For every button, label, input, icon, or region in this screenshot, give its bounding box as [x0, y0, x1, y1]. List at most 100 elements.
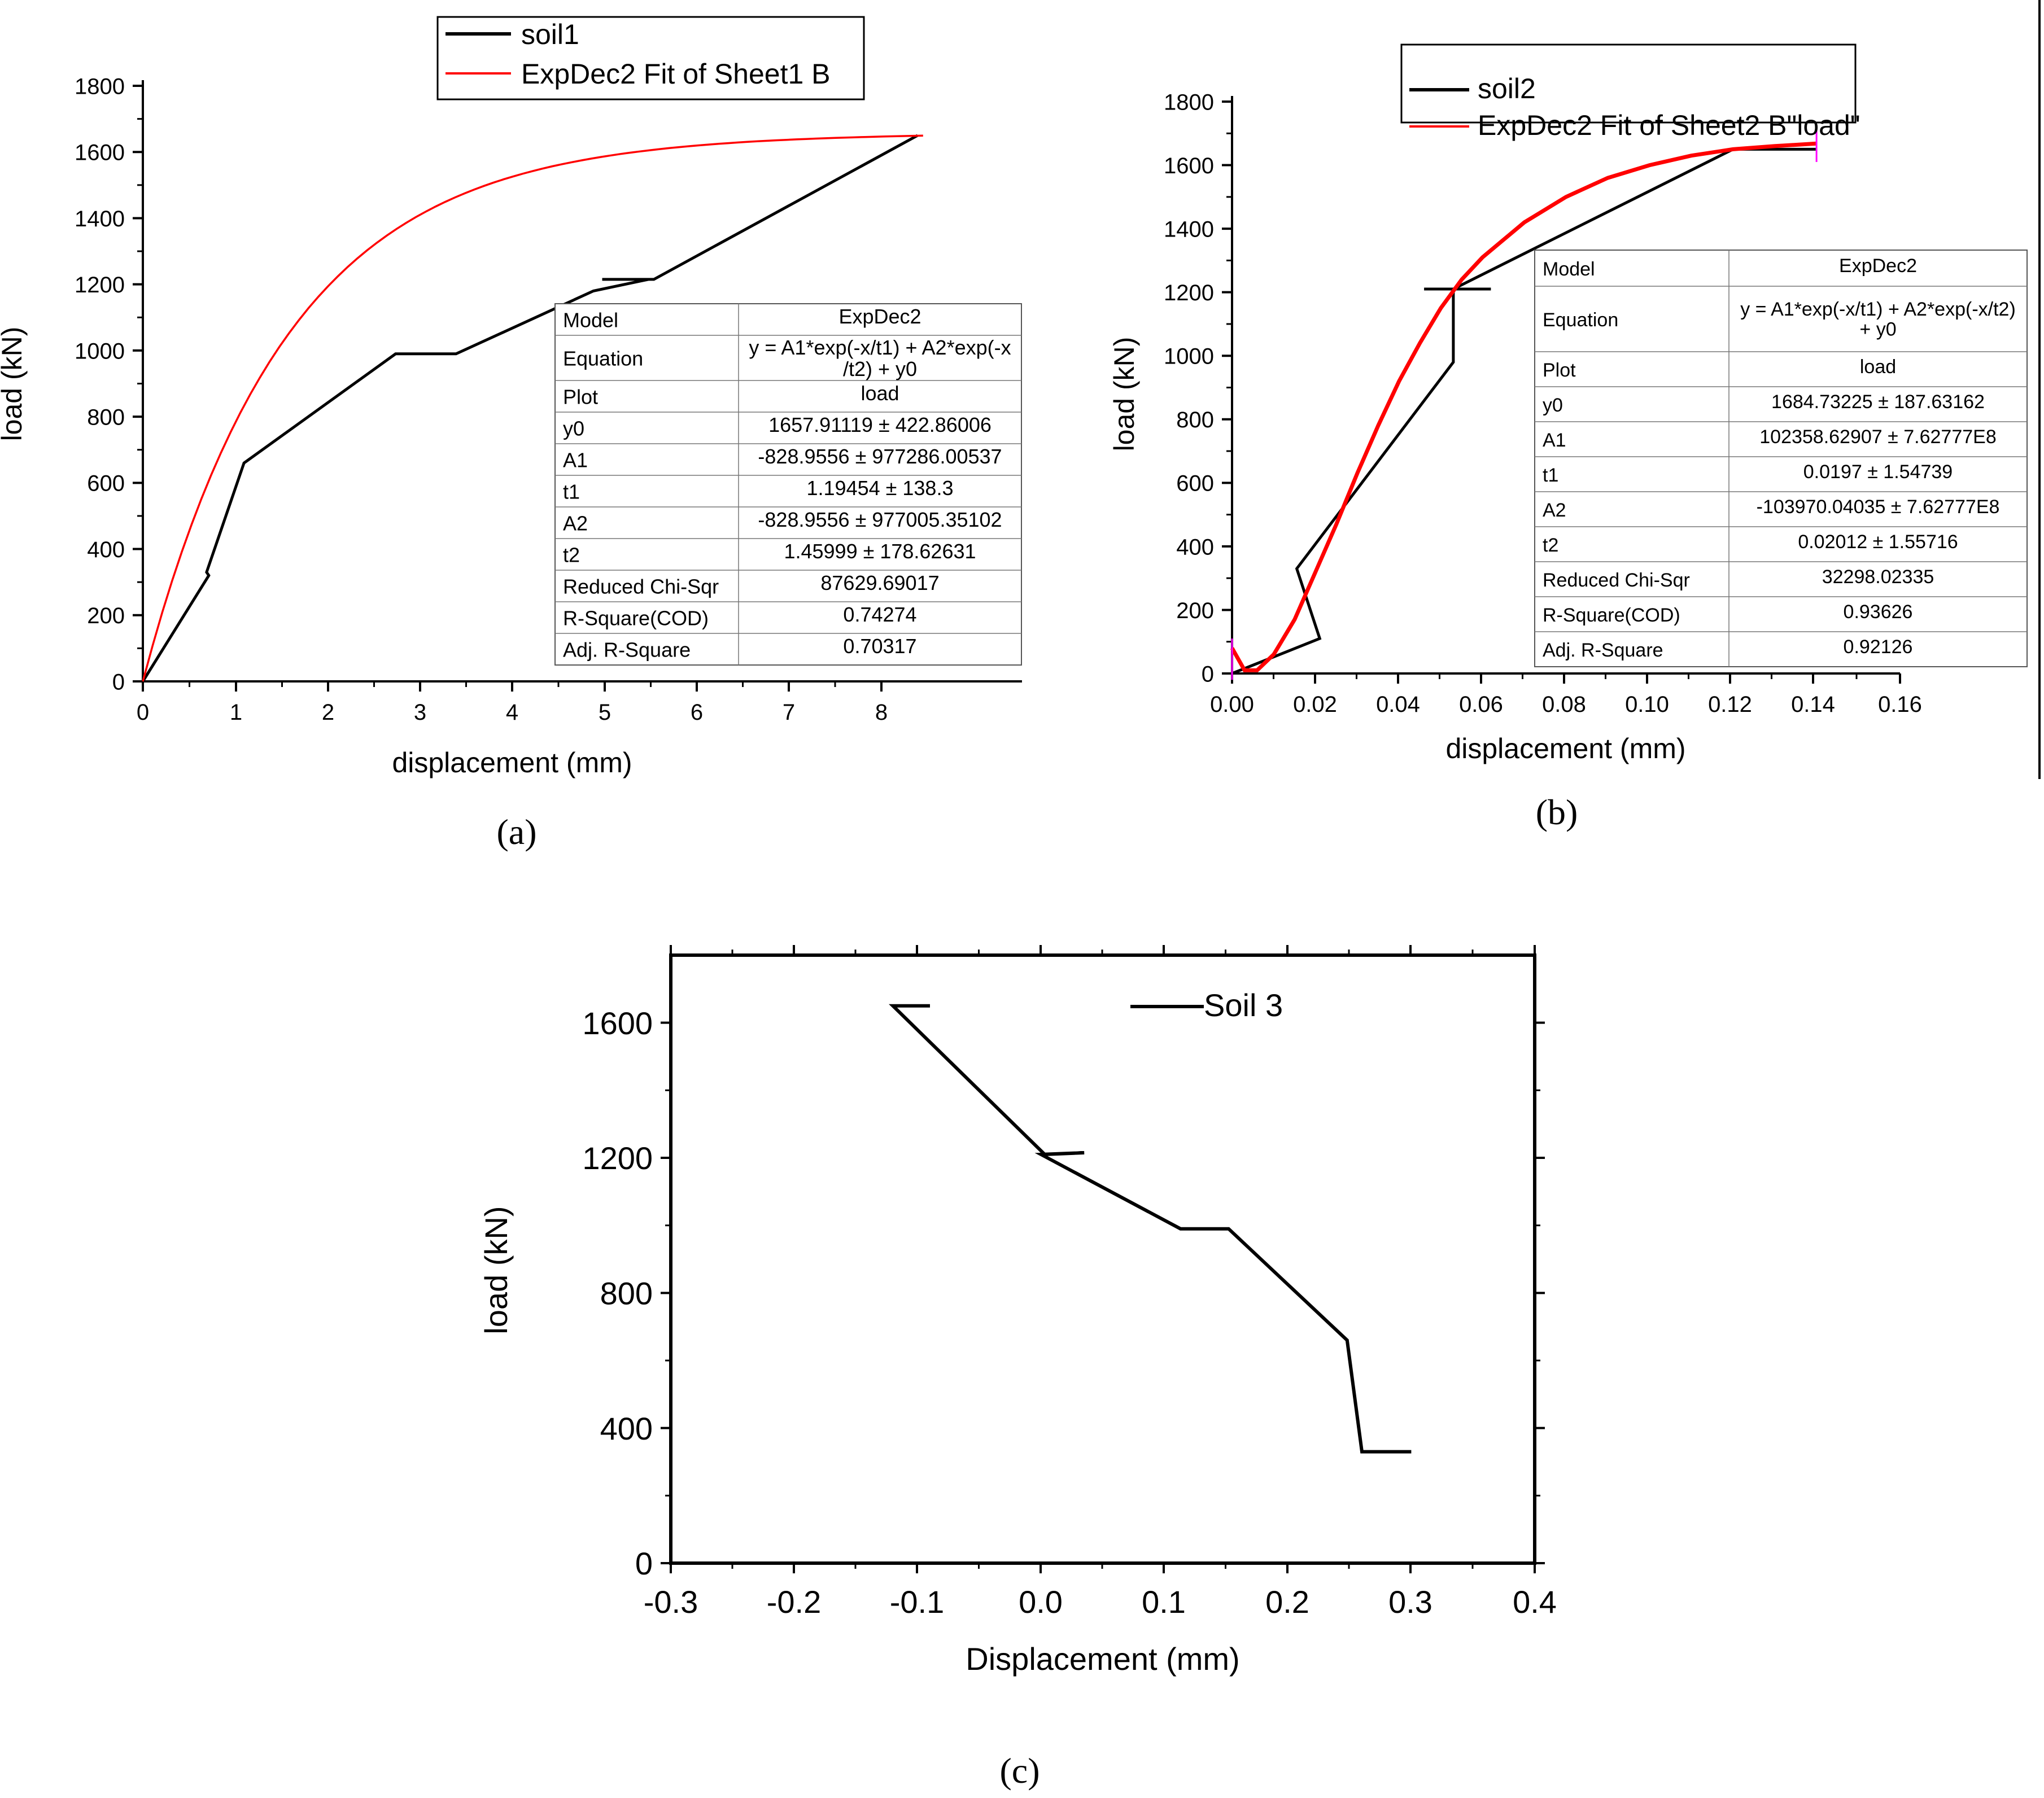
y-tick-label-c: 400: [600, 1411, 653, 1446]
y-tick-label-b: 800: [1176, 408, 1214, 432]
y-tick-label-a: 200: [87, 603, 125, 628]
x-tick-label-c: -0.3: [644, 1584, 698, 1620]
legend-box-a: [436, 16, 865, 100]
x-tick-label-c: 0.0: [1019, 1584, 1063, 1620]
fit-table-value-a: 87629.69017: [820, 571, 939, 594]
y-tick-label-c: 1600: [582, 1005, 653, 1041]
x-tick-label-b: 0.16: [1878, 692, 1922, 717]
y-tick-label-a: 1000: [75, 339, 125, 364]
fit-table-key-b: t2: [1543, 535, 1558, 556]
legend-label-c-1: Soil 3: [1204, 987, 1283, 1023]
series-line-b-1: [1231, 147, 1817, 675]
fit-table-key-a: Adj. R-Square: [563, 638, 691, 662]
fit-table-value-a: 0.70317: [843, 635, 916, 658]
x-tick-label-b: 0.00: [1210, 692, 1254, 717]
x-tick-label-b: 0.12: [1708, 692, 1752, 717]
fit-table-value-a: y = A1*exp(-x/t1) + A2*exp(-x/t2) + y0: [749, 336, 1011, 380]
fit-table-value-b: -103970.04035 ± 7.62777E8: [1757, 496, 2000, 518]
chart-panel-b: 0 200 400 600 800 1000 1200 1400 1600 1800 0.00 0.0…: [1108, 0, 2041, 779]
fit-table-value-a: 1.45999 ± 178.62631: [784, 540, 976, 563]
fit-table-key-a: y0: [563, 417, 584, 440]
fit-table-key-a: Reduced Chi-Sqr: [563, 575, 719, 598]
fit-table-value-a: 1657.91119 ± 422.86006: [768, 413, 992, 436]
fit-table-value-a: 0.74274: [843, 603, 916, 626]
fit-table-key-a: Plot: [563, 386, 598, 409]
fit-table-key-a: t1: [563, 480, 580, 504]
x-tick-label-a: 1: [230, 700, 242, 725]
fit-table-key-a: A1: [563, 449, 588, 472]
x-tick-label-c: -0.1: [890, 1584, 945, 1620]
x-tick-label-c: 0.1: [1142, 1584, 1186, 1620]
fit-table-key-b: Plot: [1543, 360, 1576, 381]
y-tick-label-b: 400: [1176, 535, 1214, 559]
fit-table-value-a: 1.19454 ± 138.3: [807, 476, 954, 500]
y-tick-label-b: 0: [1202, 662, 1214, 686]
x-tick-label-b: 0.04: [1376, 692, 1420, 717]
y-tick-label-b: 1200: [1164, 281, 1214, 305]
fit-table-key-a: t2: [563, 544, 580, 567]
fit-table-key-b: Model: [1543, 259, 1595, 280]
x-axis-title-c: Displacement (mm): [966, 1641, 1239, 1677]
x-tick-label-a: 3: [414, 700, 426, 725]
fit-table-key-a: A2: [563, 512, 588, 535]
plot-frame-c: [669, 953, 1536, 1565]
fit-table-value-b: 32298.02335: [1822, 566, 1934, 588]
y-tick-label-c: 0: [635, 1546, 653, 1581]
fit-table-key-a: Model: [563, 309, 618, 332]
x-tick-label-b: 0.10: [1625, 692, 1669, 717]
y-tick-label-a: 1600: [75, 141, 125, 165]
y-tick-label-b: 1000: [1164, 344, 1214, 369]
series-line-c-1: [889, 1004, 1412, 1454]
fit-table-key-b: A2: [1543, 500, 1566, 521]
y-tick-label-c: 800: [600, 1275, 653, 1311]
x-tick-label-a: 4: [506, 700, 518, 725]
fit-table-key-a: Equation: [563, 347, 643, 370]
caption-b: (b): [1536, 792, 1578, 832]
x-tick-label-a: 8: [875, 700, 888, 725]
x-tick-label-a: 0: [137, 700, 149, 725]
x-tick-label-b: 0.02: [1293, 692, 1337, 717]
y-tick-label-a: 800: [87, 405, 125, 430]
y-tick-label-c: 1200: [582, 1140, 653, 1176]
chart-panel-a: 0 200 400 600 800 1000 1200 1400 1600 1800 0 1 2 3 4 5 6…: [0, 16, 1022, 778]
legend-label-b-1: soil2: [1478, 73, 1536, 104]
x-tick-label-a: 7: [783, 700, 795, 725]
y-axis-title-b: load (kN): [1108, 337, 1140, 452]
x-tick-label-c: 0.4: [1513, 1584, 1557, 1620]
fit-table-a: [554, 303, 1022, 666]
x-axis-title-a: displacement (mm): [392, 747, 632, 778]
x-tick-label-c: 0.3: [1388, 1584, 1432, 1620]
series-line-b-2: [1230, 141, 1817, 672]
y-tick-label-a: 600: [87, 471, 125, 496]
y-tick-label-b: 600: [1176, 471, 1214, 496]
x-tick-label-b: 0.06: [1459, 692, 1503, 717]
y-axis-title-c: load (kN): [478, 1206, 514, 1334]
fit-table-value-b: 0.0197 ± 1.54739: [1803, 461, 1953, 483]
fit-table-key-b: A1: [1543, 430, 1566, 451]
y-tick-label-a: 1400: [75, 207, 125, 231]
fit-table-key-b: R-Square(COD): [1543, 605, 1680, 626]
legend-label-a-1: soil1: [521, 19, 579, 50]
fit-table-b: [1534, 250, 2028, 667]
caption-c: (c): [999, 1751, 1040, 1791]
x-tick-label-a: 2: [322, 700, 334, 725]
legend-label-a-2: ExpDec2 Fit of Sheet1 B: [521, 58, 831, 90]
fit-table-key-b: y0: [1543, 395, 1563, 416]
fit-table-value-b: 0.93626: [1844, 601, 1913, 623]
fit-table-key-b: Adj. R-Square: [1543, 640, 1663, 661]
y-axis-title-a: load (kN): [0, 327, 28, 441]
fit-table-value-a: ExpDec2: [838, 305, 921, 328]
chart-panel-c: 0 400 800 1200 1600 -0.3 -0.2 -0.1 0.0 0.1 0.2 0.3 0…: [478, 945, 1557, 1677]
fit-table-value-a: load: [861, 382, 899, 405]
x-tick-label-b: 0.08: [1542, 692, 1586, 717]
fit-table-key-b: t1: [1543, 465, 1558, 486]
fit-table-key-b: Equation: [1543, 309, 1618, 331]
legend-label-b-2: ExpDec2 Fit of Sheet2 B"load": [1478, 110, 1860, 141]
fit-table-key-a: R-Square(COD): [563, 607, 709, 630]
y-tick-label-b: 1400: [1164, 217, 1214, 242]
legend-box-b: [1400, 43, 1857, 124]
y-tick-label-a: 400: [87, 537, 125, 562]
fit-table-key-b: Reduced Chi-Sqr: [1543, 570, 1690, 591]
fit-table-value-b: 0.02012 ± 1.55716: [1798, 531, 1958, 553]
x-tick-label-a: 6: [691, 700, 703, 725]
